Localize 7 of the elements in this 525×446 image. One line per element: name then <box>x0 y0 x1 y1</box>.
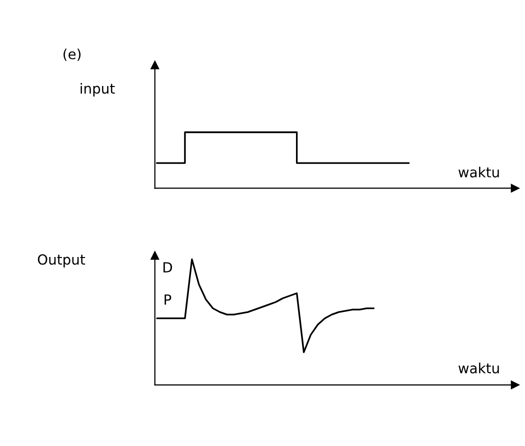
y-axis-title: Output <box>38 254 86 268</box>
x-axis-title: waktu <box>458 362 499 374</box>
y-axis-title: input <box>80 83 115 96</box>
annotation: P <box>164 294 172 305</box>
chart-title: (e) <box>64 48 81 61</box>
annotation: D <box>163 262 172 272</box>
x-axis-title: waktu <box>458 166 499 178</box>
